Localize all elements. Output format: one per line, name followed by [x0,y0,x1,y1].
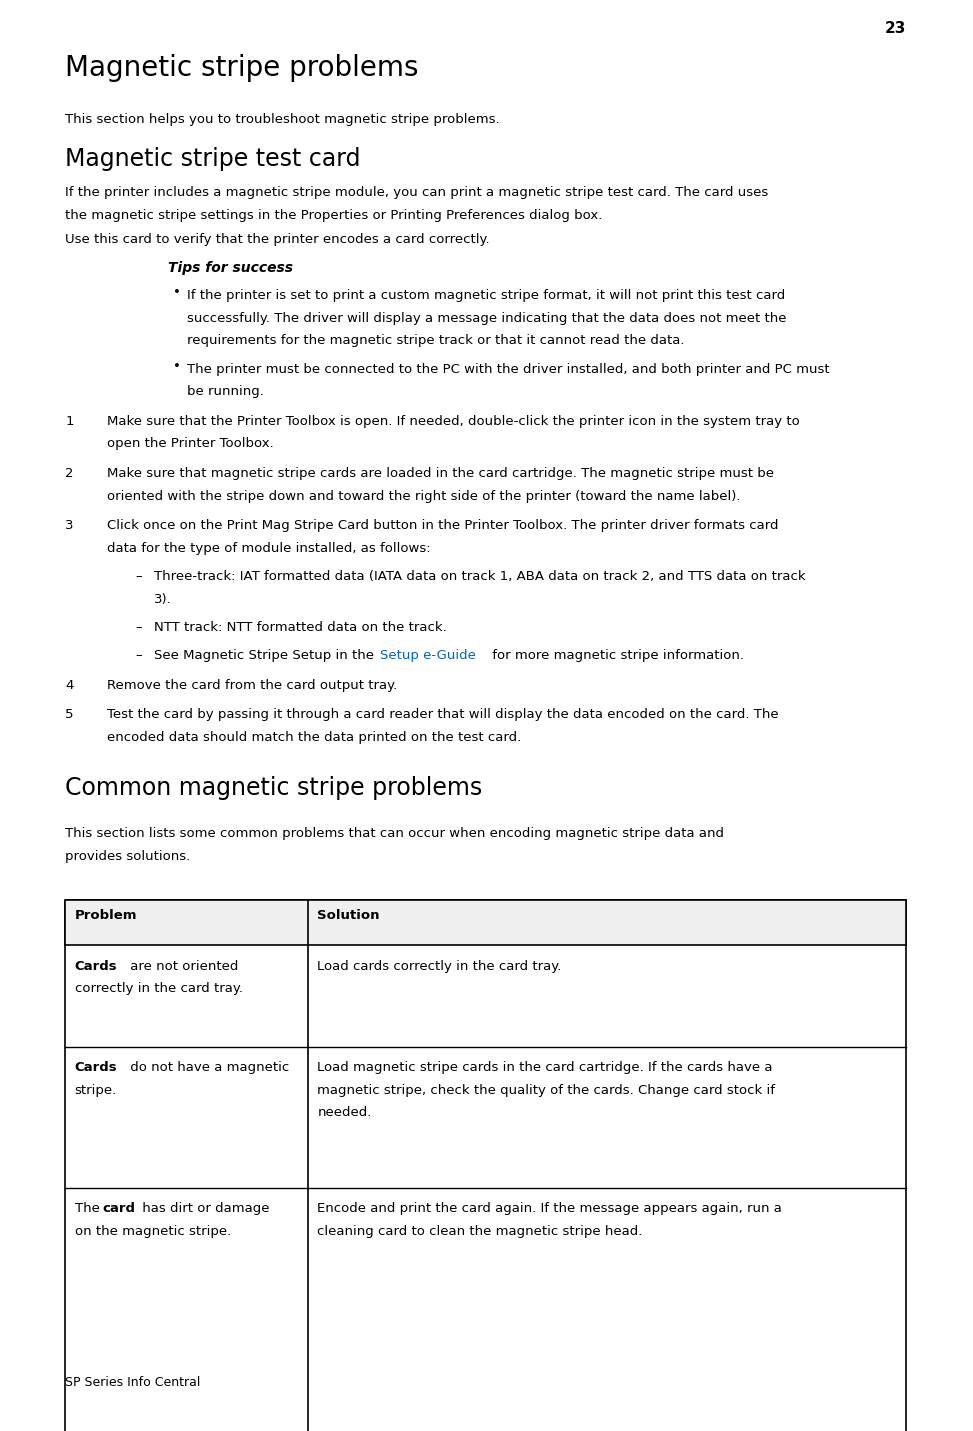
Text: be running.: be running. [187,385,264,398]
Text: requirements for the magnetic stripe track or that it cannot read the data.: requirements for the magnetic stripe tra… [187,335,684,348]
Text: Cards: Cards [75,960,118,973]
Text: Setup e-Guide: Setup e-Guide [380,650,476,663]
Text: Problem: Problem [75,909,137,922]
Polygon shape [65,900,906,946]
Text: 2: 2 [65,467,74,479]
Text: 4: 4 [65,678,74,691]
Text: Make sure that magnetic stripe cards are loaded in the card cartridge. The magne: Make sure that magnetic stripe cards are… [107,467,775,479]
Text: Use this card to verify that the printer encodes a card correctly.: Use this card to verify that the printer… [65,233,490,246]
Text: Click once on the Print Mag Stripe Card button in the Printer Toolbox. The print: Click once on the Print Mag Stripe Card … [107,519,778,532]
Text: Magnetic stripe test card: Magnetic stripe test card [65,147,361,170]
Text: 5: 5 [65,708,74,721]
Text: Test the card by passing it through a card reader that will display the data enc: Test the card by passing it through a ca… [107,708,779,721]
Text: open the Printer Toolbox.: open the Printer Toolbox. [107,438,274,451]
Text: Three-track: IAT formatted data (IATA data on track 1, ABA data on track 2, and : Three-track: IAT formatted data (IATA da… [154,570,806,582]
Text: –: – [135,621,142,634]
Text: 23: 23 [884,21,906,36]
Text: Common magnetic stripe problems: Common magnetic stripe problems [65,776,483,800]
Text: the magnetic stripe settings in the Properties or Printing Preferences dialog bo: the magnetic stripe settings in the Prop… [65,209,602,222]
Text: This section helps you to troubleshoot magnetic stripe problems.: This section helps you to troubleshoot m… [65,113,500,126]
Text: provides solutions.: provides solutions. [65,850,191,863]
Text: successfully. The driver will display a message indicating that the data does no: successfully. The driver will display a … [187,312,786,325]
Text: SP Series Info Central: SP Series Info Central [65,1375,200,1390]
Text: Remove the card from the card output tray.: Remove the card from the card output tra… [107,678,398,691]
Text: 3).: 3). [154,592,172,605]
Text: See Magnetic Stripe Setup in the: See Magnetic Stripe Setup in the [154,650,378,663]
Text: are not oriented: are not oriented [126,960,238,973]
Text: card: card [103,1202,135,1215]
Text: Tips for success: Tips for success [168,260,293,275]
Text: cleaning card to clean the magnetic stripe head.: cleaning card to clean the magnetic stri… [317,1225,643,1238]
Text: NTT track: NTT formatted data on the track.: NTT track: NTT formatted data on the tra… [154,621,447,634]
Text: Load magnetic stripe cards in the card cartridge. If the cards have a: Load magnetic stripe cards in the card c… [317,1062,773,1075]
Text: •: • [173,286,181,299]
Text: magnetic stripe, check the quality of the cards. Change card stock if: magnetic stripe, check the quality of th… [317,1083,775,1096]
Text: This section lists some common problems that can occur when encoding magnetic st: This section lists some common problems … [65,827,724,840]
Text: Make sure that the Printer Toolbox is open. If needed, double-click the printer : Make sure that the Printer Toolbox is op… [107,415,800,428]
Text: Encode and print the card again. If the message appears again, run a: Encode and print the card again. If the … [317,1202,782,1215]
Text: correctly in the card tray.: correctly in the card tray. [75,982,242,995]
Text: stripe.: stripe. [75,1083,117,1096]
Text: Solution: Solution [317,909,379,922]
Text: The: The [75,1202,104,1215]
Text: If the printer is set to print a custom magnetic stripe format, it will not prin: If the printer is set to print a custom … [187,289,785,302]
Text: •: • [173,359,181,373]
Text: on the magnetic stripe.: on the magnetic stripe. [75,1225,231,1238]
Text: If the printer includes a magnetic stripe module, you can print a magnetic strip: If the printer includes a magnetic strip… [65,186,769,199]
Text: The printer must be connected to the PC with the driver installed, and both prin: The printer must be connected to the PC … [187,362,829,376]
Text: 1: 1 [65,415,74,428]
Text: data for the type of module installed, as follows:: data for the type of module installed, a… [107,542,431,555]
Text: –: – [135,650,142,663]
Text: for more magnetic stripe information.: for more magnetic stripe information. [488,650,744,663]
Text: encoded data should match the data printed on the test card.: encoded data should match the data print… [107,731,522,744]
Text: Magnetic stripe problems: Magnetic stripe problems [65,53,418,82]
Text: oriented with the stripe down and toward the right side of the printer (toward t: oriented with the stripe down and toward… [107,489,740,502]
Text: needed.: needed. [317,1106,372,1119]
Text: do not have a magnetic: do not have a magnetic [126,1062,289,1075]
Text: 3: 3 [65,519,74,532]
Text: Cards: Cards [75,1062,118,1075]
Text: Load cards correctly in the card tray.: Load cards correctly in the card tray. [317,960,561,973]
Text: –: – [135,570,142,582]
Text: has dirt or damage: has dirt or damage [138,1202,270,1215]
